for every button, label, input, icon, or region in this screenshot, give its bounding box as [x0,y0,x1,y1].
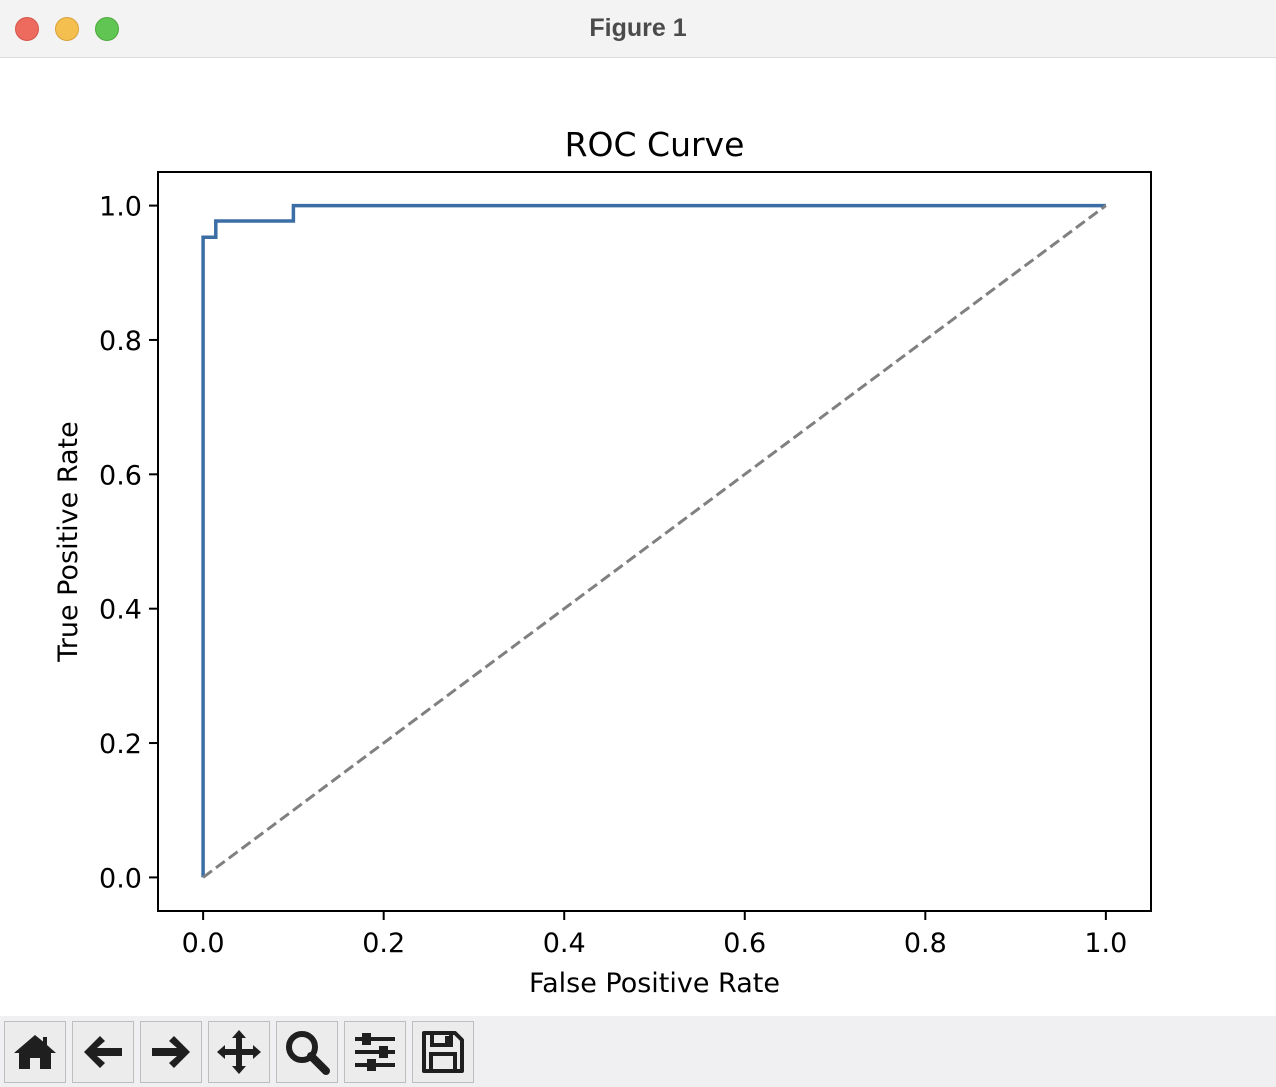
roc-curve-line [201,203,1106,878]
chance-diagonal-line [202,204,1107,879]
y-tick-label: 0.6 [99,460,142,491]
x-tick-label: 0.4 [543,928,586,959]
figure-canvas: 0.0 0.2 0.4 0.6 0.8 1.0 0.0 0.2 0.4 0.6 0.8 1.0 ROC… [0,58,1276,1016]
y-tick-label: 0.8 [99,326,142,357]
home-button[interactable] [4,1021,66,1083]
y-tick-label: 0.0 [99,863,142,894]
save-icon [422,1031,464,1073]
ticks-layer: 0.0 0.2 0.4 0.6 0.8 1.0 0.0 0.2 0.4 0.6 0.8 1.0 [99,192,1127,959]
window-title: Figure 1 [589,14,687,42]
sliders-icon [355,1033,395,1071]
save-button[interactable] [412,1021,474,1083]
x-tick-label: 1.0 [1084,928,1127,959]
y-tick-label: 0.2 [99,729,142,760]
plot-area-frame [157,171,1152,912]
y-tick-label: 1.0 [99,192,142,223]
arrow-left-icon [84,1036,122,1068]
close-window-button[interactable] [15,17,39,41]
forward-button[interactable] [140,1021,202,1083]
pan-button[interactable] [208,1021,270,1083]
x-tick-label: 0.6 [723,928,766,959]
minimize-window-button[interactable] [55,17,79,41]
zoom-icon [286,1031,330,1075]
chart-title: ROC Curve [565,125,745,164]
x-tick-label: 0.0 [182,928,225,959]
arrow-right-icon [152,1036,190,1068]
series-layer [201,203,1107,879]
zoom-button[interactable] [276,1021,338,1083]
x-tick-label: 0.2 [362,928,405,959]
configure-subplots-button[interactable] [344,1021,406,1083]
roc-chart: 0.0 0.2 0.4 0.6 0.8 1.0 0.0 0.2 0.4 0.6 0.8 1.0 ROC… [53,125,1152,999]
y-tick-label: 0.4 [99,595,142,626]
x-tick-label: 0.8 [904,928,947,959]
maximize-window-button[interactable] [95,17,119,41]
back-button[interactable] [72,1021,134,1083]
navigation-toolbar [0,1016,1276,1087]
x-axis-label: False Positive Rate [529,968,780,999]
move-icon [217,1030,261,1074]
home-icon [14,1035,56,1069]
window-titlebar: Figure 1 [0,0,1276,58]
y-axis-label: True Positive Rate [53,421,84,663]
